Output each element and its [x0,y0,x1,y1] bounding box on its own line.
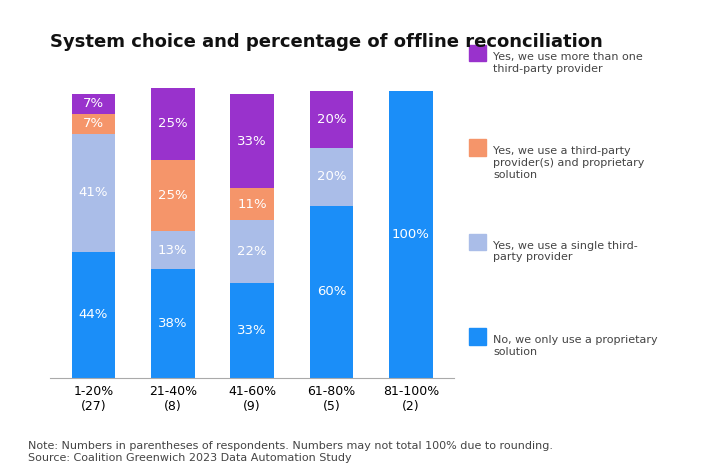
Text: 7%: 7% [83,97,104,110]
Text: 20%: 20% [317,170,346,184]
Bar [151,269,195,378]
Bar [230,94,274,188]
Bar [310,91,354,148]
Text: 44%: 44% [79,308,108,321]
Bar [230,188,274,220]
Text: 25%: 25% [158,189,187,202]
Bar [151,88,195,160]
Bar [72,134,115,252]
Bar [72,94,115,114]
Bar [72,252,115,378]
Text: 20%: 20% [317,113,346,126]
Text: 33%: 33% [237,324,267,337]
Text: 22%: 22% [237,245,267,258]
Text: Yes, we use more than one
third-party provider: Yes, we use more than one third-party pr… [493,52,643,74]
Text: No, we only use a proprietary
solution: No, we only use a proprietary solution [493,335,658,357]
Text: Note: Numbers in parentheses of respondents. Numbers may not total 100% due to r: Note: Numbers in parentheses of responde… [28,441,553,463]
Bar [310,148,354,206]
Text: Yes, we use a third-party
provider(s) and proprietary
solution: Yes, we use a third-party provider(s) an… [493,146,645,179]
Text: Yes, we use a single third-
party provider: Yes, we use a single third- party provid… [493,241,638,262]
Text: 11%: 11% [237,198,267,211]
Bar [310,206,354,378]
Text: System choice and percentage of offline reconciliation: System choice and percentage of offline … [50,33,603,51]
Bar [72,114,115,134]
Bar [151,160,195,231]
Text: 13%: 13% [158,244,187,257]
Bar [230,283,274,378]
Bar [230,220,274,283]
Text: 60%: 60% [317,285,346,298]
Text: 7%: 7% [83,118,104,130]
Bar [151,231,195,269]
Text: 33%: 33% [237,135,267,148]
Text: 41%: 41% [79,186,108,199]
Bar [389,91,432,378]
Text: 25%: 25% [158,118,187,130]
Text: 38%: 38% [158,317,187,329]
Text: 100%: 100% [392,228,430,241]
